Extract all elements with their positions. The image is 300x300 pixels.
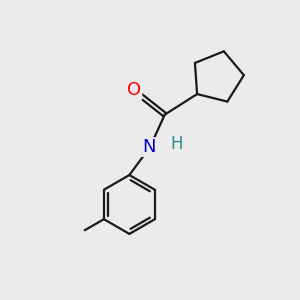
Text: O: O: [127, 81, 142, 99]
Text: H: H: [170, 135, 183, 153]
Text: N: N: [142, 138, 155, 156]
